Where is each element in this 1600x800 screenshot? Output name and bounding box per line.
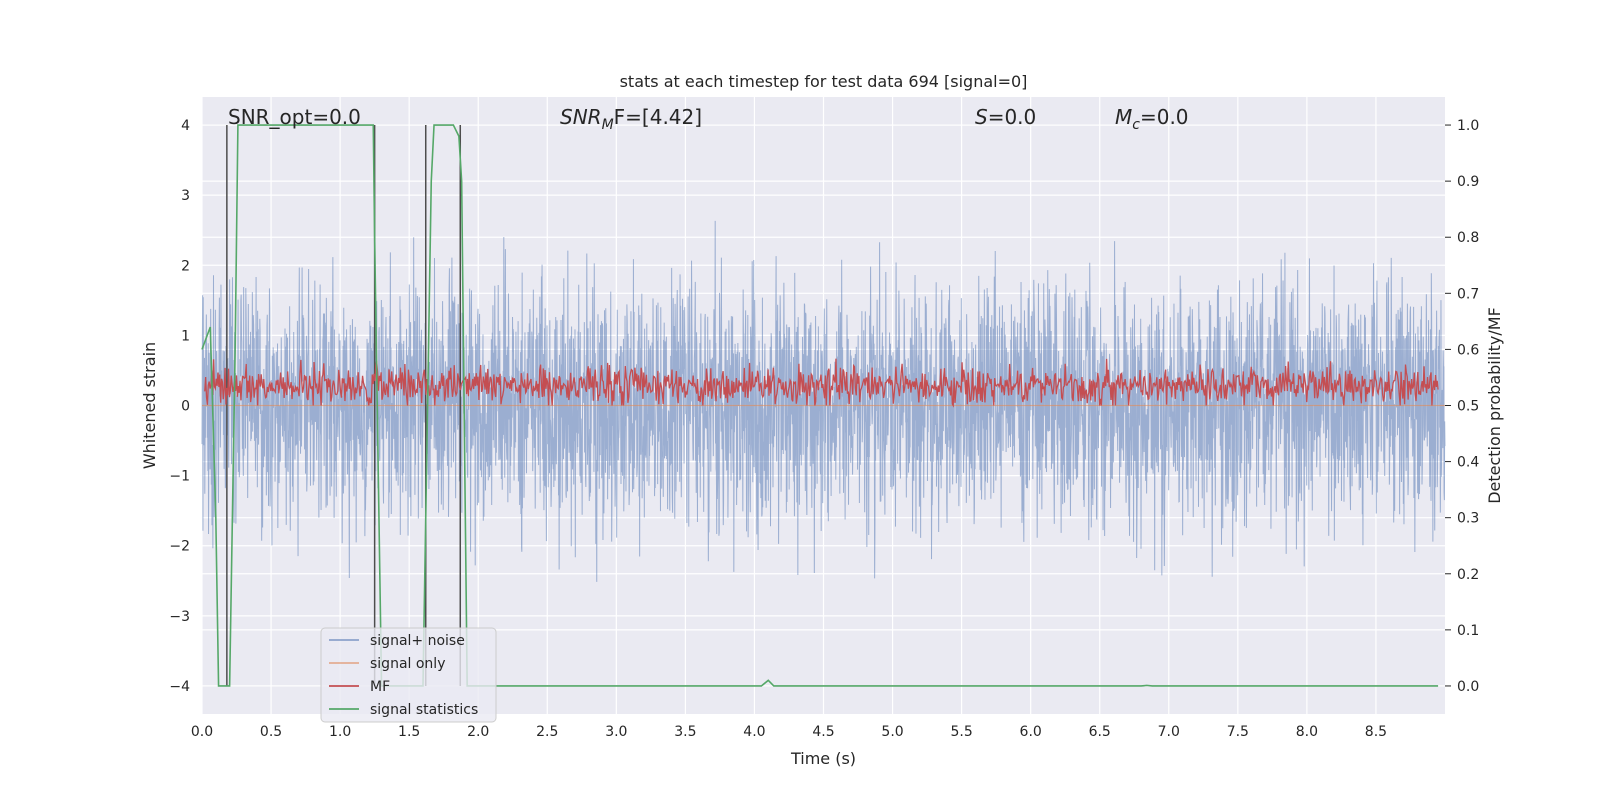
x-tick-label: 5.0 (881, 724, 903, 740)
legend-box (320, 627, 497, 723)
x-tick-label: 6.5 (1089, 724, 1111, 740)
y-right-tick-label: 0.1 (1457, 623, 1479, 639)
x-tick-label: 4.5 (812, 724, 834, 740)
annotation: SNR_opt=0.0 (228, 105, 361, 129)
series-signal-noise (201, 220, 1446, 582)
y-right-tick-label: 0.5 (1457, 399, 1479, 415)
y-left-tick-label: 0 (181, 399, 190, 415)
y-left-tick-label: −1 (169, 469, 190, 485)
y-left-tick-label: −4 (169, 679, 190, 695)
y-right-tick-label: 1.0 (1457, 118, 1479, 134)
x-tick-label: 2.0 (467, 724, 489, 740)
x-tick-label: 7.0 (1158, 724, 1180, 740)
legend-entry: MF (370, 679, 390, 695)
x-tick-label: 0.0 (191, 724, 213, 740)
x-tick-label: 2.5 (536, 724, 558, 740)
x-tick-label: 1.0 (329, 724, 351, 740)
x-tick-label: 3.5 (674, 724, 696, 740)
legend-entry: signal only (370, 656, 445, 672)
y-left-tick-label: 3 (181, 188, 190, 204)
x-tick-label: 8.0 (1296, 724, 1318, 740)
annotation: Mc=0.0 (1115, 105, 1189, 133)
annotation: SNRMF=[4.42] (560, 105, 702, 133)
x-tick-label: 0.5 (260, 724, 282, 740)
legend: signal+ noise signal only MF signal statist… (320, 627, 497, 723)
y-axis-left-label: Whitened strain (140, 342, 159, 469)
y-left-tick-label: −3 (169, 609, 190, 625)
y-left-tick-label: 1 (181, 328, 190, 344)
x-tick-label: 1.5 (398, 724, 420, 740)
annotation: S=0.0 (975, 105, 1036, 129)
x-tick-label: 3.0 (605, 724, 627, 740)
y-right-tick-label: 0.4 (1457, 455, 1479, 471)
ticks: 0.0 0.5 1.0 1.5 2.0 2.5 3.0 3.5 4.0 4.5 5.0 5.5 6.0 6… (169, 118, 1479, 740)
y-right-tick-label: 0.7 (1457, 286, 1479, 302)
x-tick-label: 5.5 (950, 724, 972, 740)
x-axis-label: Time (s) (790, 749, 856, 768)
y-left-tick-label: 2 (181, 258, 190, 274)
y-left-tick-label: −2 (169, 539, 190, 555)
y-right-tick-label: 0.3 (1457, 511, 1479, 527)
y-right-tick-label: 0.9 (1457, 174, 1479, 190)
chart-title: stats at each timestep for test data 694… (620, 72, 1028, 91)
series-signal-statistics (201, 124, 1439, 687)
y-right-tick-label: 0.6 (1457, 342, 1479, 358)
y-right-tick-label: 0.8 (1457, 230, 1479, 246)
x-tick-label: 4.0 (743, 724, 765, 740)
y-right-tick-label: 0.2 (1457, 567, 1479, 583)
y-left-tick-label: 4 (181, 118, 190, 134)
y-axis-right-label: Detection probability/MF (1485, 307, 1504, 504)
legend-entry: signal+ noise (370, 633, 465, 649)
y-right-tick-label: 0.0 (1457, 679, 1479, 695)
plot-area (201, 124, 1446, 687)
x-tick-label: 6.0 (1020, 724, 1042, 740)
x-tick-label: 8.5 (1365, 724, 1387, 740)
annotations: SNR_opt=0.0 SNRMF=[4.42] S=0.0 Mc=0.0 (228, 105, 1189, 133)
x-tick-label: 7.5 (1227, 724, 1249, 740)
legend-entry: signal statistics (370, 702, 478, 718)
series-mf (204, 358, 1439, 408)
